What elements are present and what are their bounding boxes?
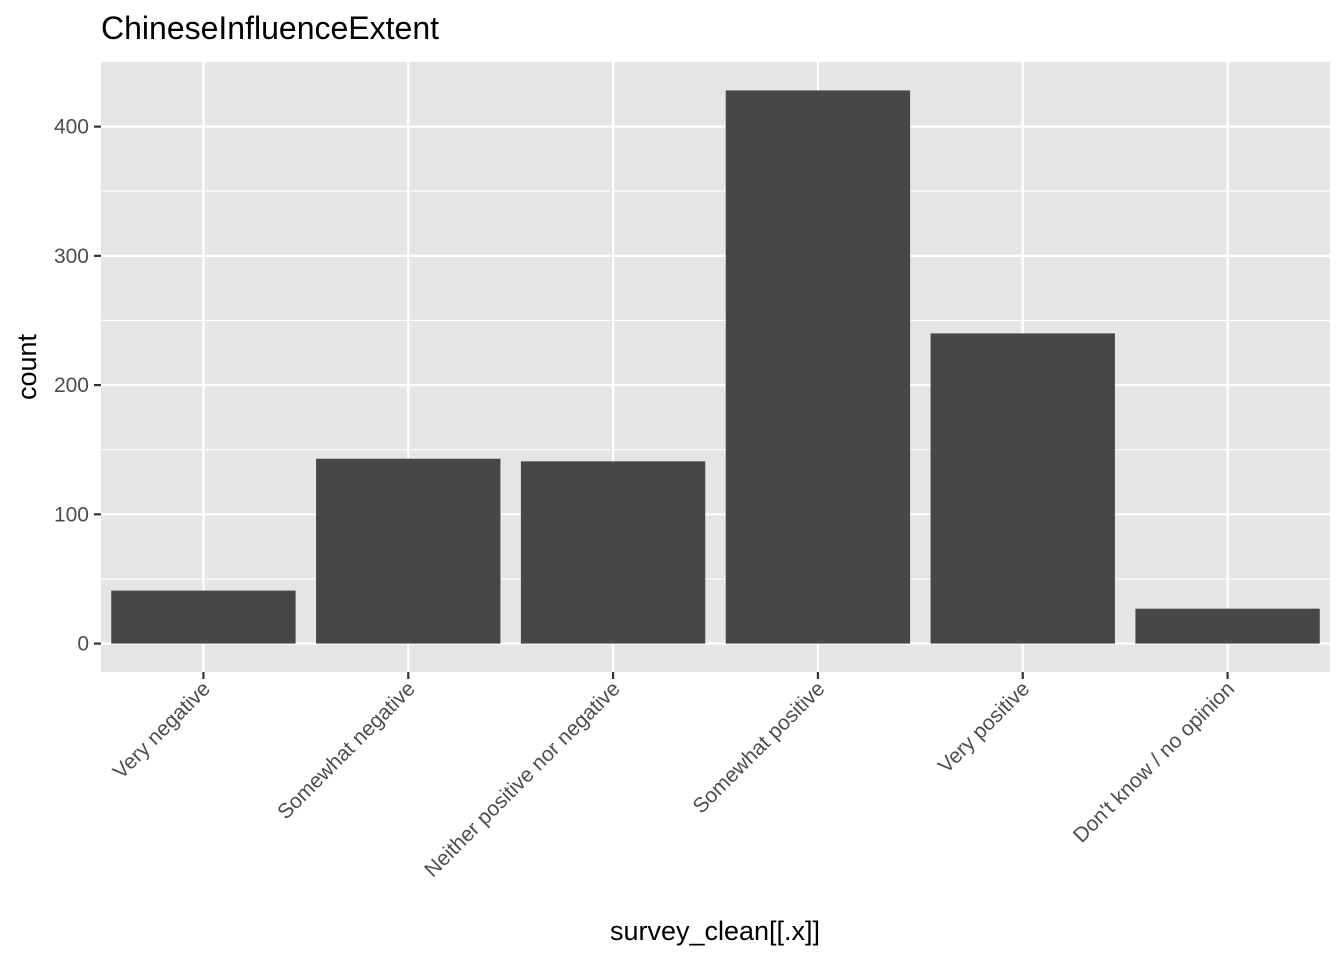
bar (520, 461, 706, 644)
bar (725, 90, 911, 644)
y-axis-title: count (12, 333, 42, 400)
x-axis: Very negative Somewhat negative Neither po… (109, 672, 1239, 882)
bar (930, 333, 1115, 644)
x-tick-label: Somewhat negative (273, 677, 420, 824)
y-tick-label: 200 (54, 374, 89, 397)
bar (111, 590, 296, 644)
plot-panel (101, 62, 1330, 672)
x-tick-label: Don't know / no opinion (1069, 677, 1239, 847)
x-tick-label: Neither positive nor negative (420, 677, 624, 881)
y-tick-label: 100 (54, 503, 89, 526)
y-tick-label: 300 (54, 245, 89, 268)
x-tick-label: Very positive (934, 677, 1034, 777)
x-tick-label: Very negative (109, 677, 215, 783)
x-tick-label: Somewhat positive (689, 677, 830, 818)
y-axis: 0 100 200 300 400 (54, 116, 101, 656)
chart-title: ChineseInfluenceExtent (101, 10, 439, 46)
bar (316, 458, 501, 644)
minor-gridlines (101, 190, 1330, 580)
x-axis-title: survey_clean[[.x]] (610, 916, 820, 946)
bars (111, 90, 1320, 644)
y-tick-label: 400 (54, 116, 89, 139)
y-tick-label: 0 (77, 633, 89, 656)
bar (1135, 608, 1320, 644)
